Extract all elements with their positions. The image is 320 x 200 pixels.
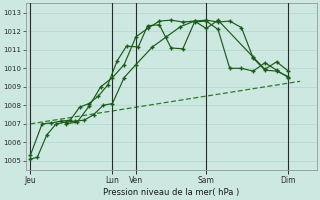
X-axis label: Pression niveau de la mer( hPa ): Pression niveau de la mer( hPa ): [103, 188, 239, 197]
